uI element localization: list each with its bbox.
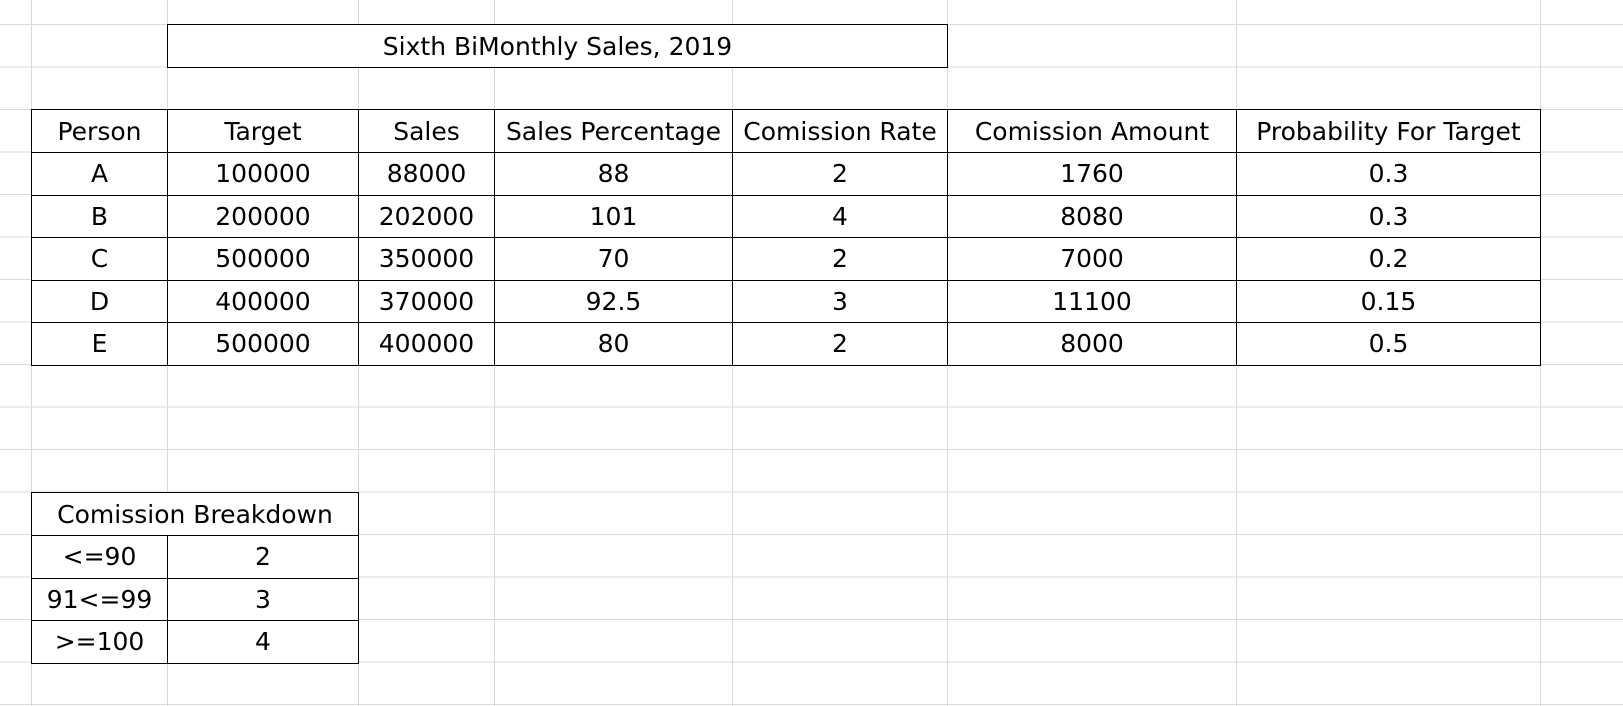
cell-sales-percentage[interactable]: 88 [495, 153, 733, 196]
cell-comission-amount[interactable]: 7000 [948, 238, 1237, 281]
cell-sales[interactable]: 350000 [359, 238, 495, 281]
breakdown-range-cell[interactable]: 91<=99 [31, 578, 168, 621]
cell-comission-rate[interactable]: 4 [733, 195, 948, 238]
cell-person[interactable]: C [31, 238, 168, 281]
header-sales-percentage[interactable]: Sales Percentage [495, 109, 733, 153]
cell-comission-amount[interactable]: 1760 [948, 153, 1237, 196]
breakdown-range-cell[interactable]: <=90 [31, 536, 168, 579]
cell-comission-rate[interactable]: 2 [733, 238, 948, 281]
header-sales[interactable]: Sales [359, 109, 495, 153]
cell-target[interactable]: 500000 [168, 238, 359, 281]
cell-sales-percentage[interactable]: 70 [495, 238, 733, 281]
cell-comission-amount[interactable]: 8080 [948, 195, 1237, 238]
cell-probability[interactable]: 0.3 [1237, 195, 1541, 238]
cell-sales[interactable]: 370000 [359, 280, 495, 323]
breakdown-rate-cell[interactable]: 2 [168, 536, 359, 579]
sheet-title-cell[interactable]: Sixth BiMonthly Sales, 2019 [167, 24, 948, 68]
cell-target[interactable]: 200000 [168, 195, 359, 238]
cell-person[interactable]: B [31, 195, 168, 238]
cell-target[interactable]: 400000 [168, 280, 359, 323]
breakdown-rate-cell[interactable]: 4 [168, 621, 359, 664]
header-comission-rate[interactable]: Comission Rate [733, 109, 948, 153]
cell-sales-percentage[interactable]: 80 [495, 323, 733, 366]
breakdown-range-cell[interactable]: >=100 [31, 621, 168, 664]
cell-person[interactable]: D [31, 280, 168, 323]
cell-probability[interactable]: 0.15 [1237, 280, 1541, 323]
cell-comission-rate[interactable]: 2 [733, 323, 948, 366]
cell-sales-percentage[interactable]: 101 [495, 195, 733, 238]
cell-comission-rate[interactable]: 3 [733, 280, 948, 323]
cell-probability[interactable]: 0.3 [1237, 153, 1541, 196]
header-person[interactable]: Person [31, 109, 168, 153]
cell-person[interactable]: A [31, 153, 168, 196]
breakdown-rate-cell[interactable]: 3 [168, 578, 359, 621]
cell-sales-percentage[interactable]: 92.5 [495, 280, 733, 323]
header-comission-amount[interactable]: Comission Amount [948, 109, 1237, 153]
cell-target[interactable]: 100000 [168, 153, 359, 196]
cell-probability[interactable]: 0.5 [1237, 323, 1541, 366]
cell-target[interactable]: 500000 [168, 323, 359, 366]
header-probability-for-target[interactable]: Probability For Target [1237, 109, 1541, 153]
cell-probability[interactable]: 0.2 [1237, 238, 1541, 281]
cell-comission-amount[interactable]: 11100 [948, 280, 1237, 323]
breakdown-title-cell[interactable]: Comission Breakdown [31, 492, 359, 536]
cell-sales[interactable]: 400000 [359, 323, 495, 366]
cell-comission-amount[interactable]: 8000 [948, 323, 1237, 366]
header-target[interactable]: Target [168, 109, 359, 153]
cell-sales[interactable]: 202000 [359, 195, 495, 238]
cell-person[interactable]: E [31, 323, 168, 366]
cell-comission-rate[interactable]: 2 [733, 153, 948, 196]
cell-sales[interactable]: 88000 [359, 153, 495, 196]
